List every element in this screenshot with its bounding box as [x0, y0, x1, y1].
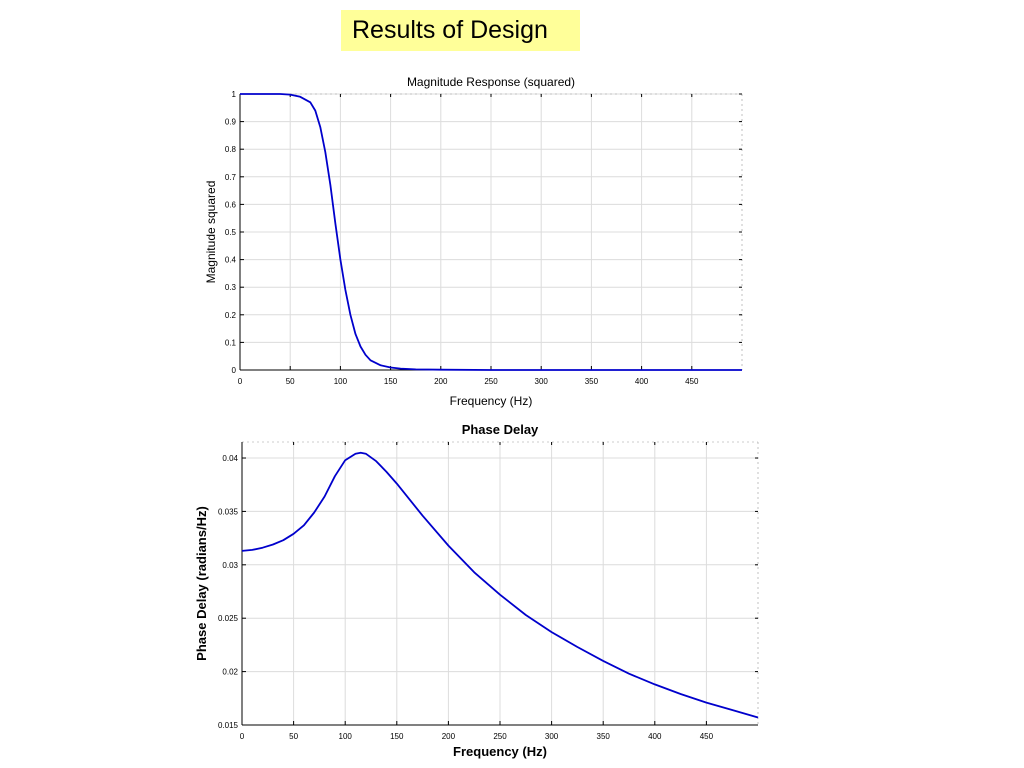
x-tick-label: 400	[635, 377, 649, 386]
x-tick-label: 0	[238, 377, 243, 386]
y-tick-label: 0.2	[225, 311, 237, 320]
y-axis-label: Phase Delay (radians/Hz)	[194, 506, 209, 661]
x-tick-label: 200	[434, 377, 448, 386]
x-tick-label: 250	[493, 732, 507, 741]
y-tick-label: 0.015	[218, 721, 239, 730]
y-tick-label: 0	[232, 366, 237, 375]
y-axis-label: Magnitude squared	[204, 181, 218, 284]
x-tick-label: 300	[535, 377, 549, 386]
y-tick-label: 0.3	[225, 283, 237, 292]
slide-title: Results of Design	[341, 10, 580, 51]
y-tick-label: 0.5	[225, 228, 237, 237]
y-tick-label: 0.4	[225, 256, 237, 265]
x-tick-label: 50	[286, 377, 295, 386]
x-tick-label: 350	[585, 377, 599, 386]
x-tick-label: 150	[390, 732, 404, 741]
x-tick-label: 50	[289, 732, 298, 741]
y-tick-label: 0.03	[222, 561, 238, 570]
y-tick-label: 0.04	[222, 454, 238, 463]
x-tick-label: 450	[700, 732, 714, 741]
series-line-magnitude	[240, 93, 742, 371]
x-tick-label: 300	[545, 732, 559, 741]
x-axis-label: Frequency (Hz)	[450, 394, 533, 408]
x-tick-label: 400	[648, 732, 662, 741]
x-tick-label: 100	[334, 377, 348, 386]
chart-title: Magnitude Response (squared)	[407, 75, 575, 89]
y-tick-label: 0.1	[225, 338, 237, 347]
x-axis-label: Frequency (Hz)	[453, 744, 547, 759]
x-tick-label: 250	[484, 377, 498, 386]
x-tick-label: 0	[240, 732, 245, 741]
y-tick-label: 0.9	[225, 118, 237, 127]
y-tick-label: 0.8	[225, 145, 237, 154]
phase-delay-chart: 0 50 100 150 200 250 300 350 400 450 0.015 0.02 0.02…	[194, 422, 759, 759]
y-tick-label: 0.025	[218, 614, 239, 623]
y-tick-label: 0.035	[218, 507, 239, 516]
x-tick-label: 350	[597, 732, 611, 741]
y-tick-label: 0.6	[225, 200, 237, 209]
x-tick-label: 450	[685, 377, 699, 386]
x-tick-label: 100	[339, 732, 353, 741]
y-tick-label: 1	[232, 90, 237, 99]
x-tick-label: 150	[384, 377, 398, 386]
y-tick-label: 0.02	[222, 668, 238, 677]
chart-title: Phase Delay	[462, 422, 539, 437]
x-tick-label: 200	[442, 732, 456, 741]
y-tick-label: 0.7	[225, 173, 237, 182]
series-line-phase-delay	[241, 451, 759, 719]
magnitude-chart: 0 50 100 150 200 250 300 350 400 450 0 0.1 0.2 0.3 0.4…	[204, 75, 743, 408]
